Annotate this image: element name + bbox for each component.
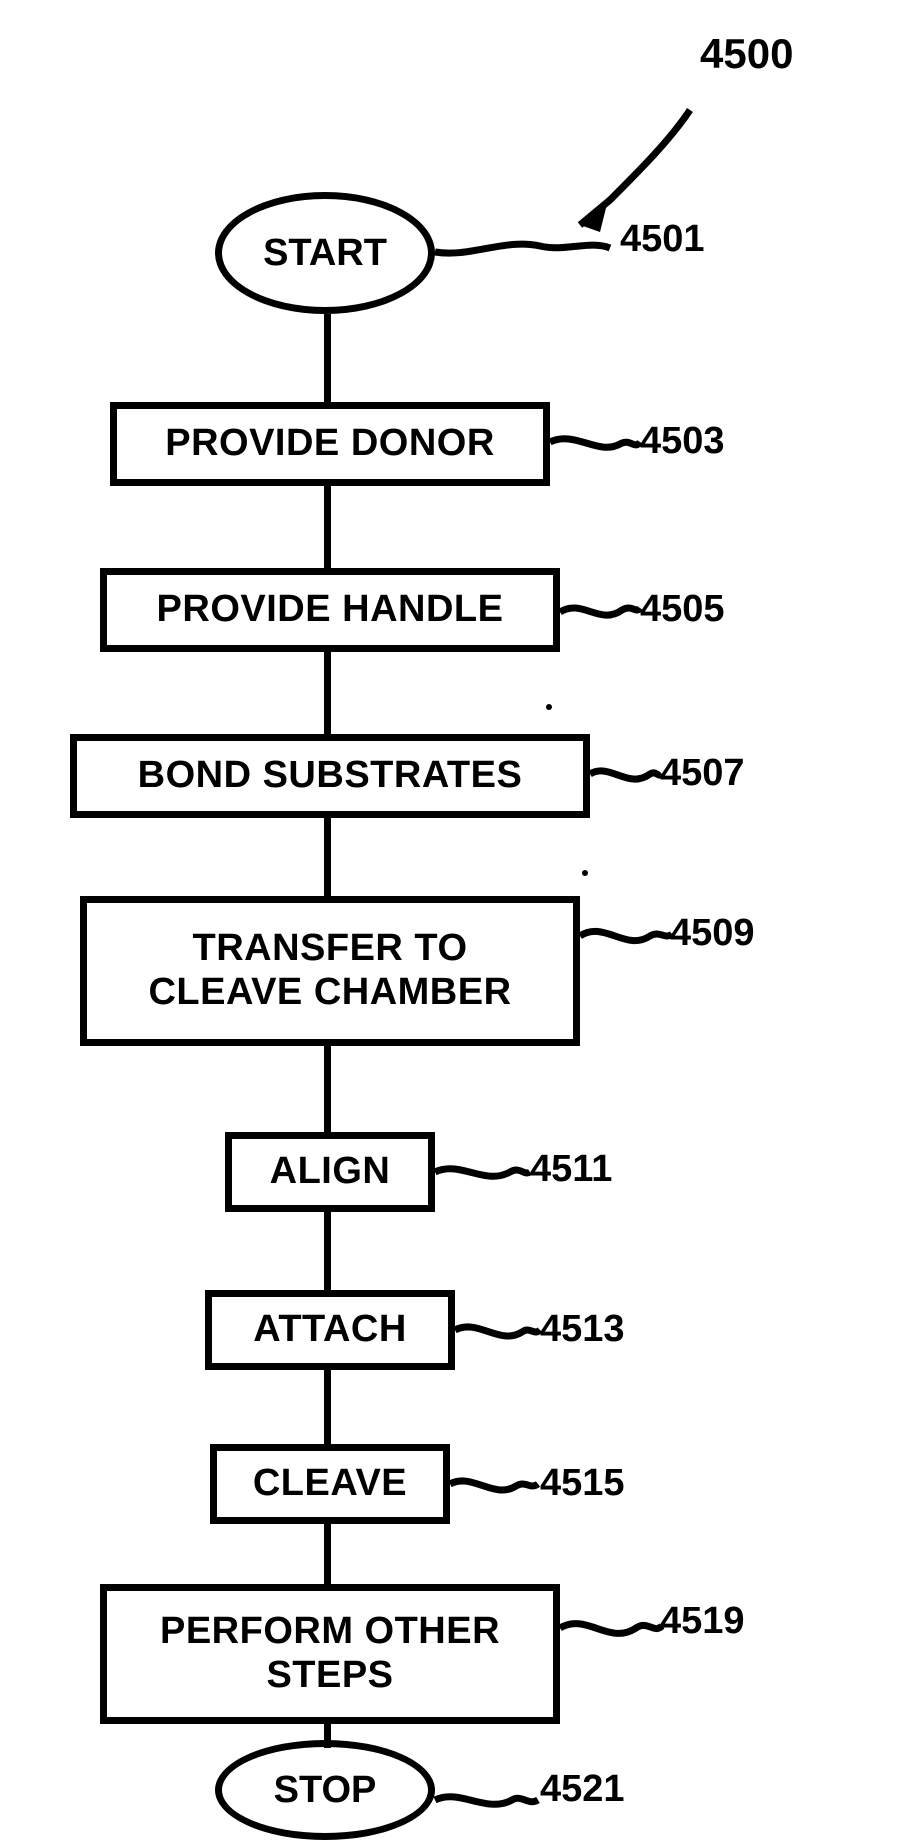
node-perform-other-steps: PERFORM OTHERSTEPS <box>100 1584 560 1724</box>
ref-4507: 4507 <box>660 752 745 795</box>
connector <box>324 1046 331 1132</box>
node-other-label: PERFORM OTHERSTEPS <box>160 1610 500 1697</box>
node-attach: ATTACH <box>205 1290 455 1370</box>
ref-4519: 4519 <box>660 1600 745 1643</box>
connector <box>324 314 331 402</box>
ref-4503: 4503 <box>640 420 725 463</box>
stray-dot <box>546 704 552 710</box>
ref-4500: 4500 <box>700 30 793 78</box>
node-provide-handle: PROVIDE HANDLE <box>100 568 560 652</box>
node-cleave-label: CLEAVE <box>253 1462 407 1506</box>
node-attach-label: ATTACH <box>253 1308 407 1352</box>
connector <box>324 486 331 568</box>
connector <box>324 1212 331 1290</box>
ref-4515: 4515 <box>540 1462 625 1505</box>
node-provide-handle-label: PROVIDE HANDLE <box>157 588 504 632</box>
ref-4509: 4509 <box>670 912 755 955</box>
node-start: START <box>215 192 435 314</box>
connector <box>324 1524 331 1584</box>
node-stop-label: STOP <box>274 1769 377 1812</box>
node-align: ALIGN <box>225 1132 435 1212</box>
node-bond-substrates-label: BOND SUBSTRATES <box>138 754 523 798</box>
node-provide-donor-label: PROVIDE DONOR <box>165 422 495 466</box>
node-stop: STOP <box>215 1740 435 1840</box>
connector <box>324 652 331 734</box>
node-bond-substrates: BOND SUBSTRATES <box>70 734 590 818</box>
connector <box>324 818 331 896</box>
node-provide-donor: PROVIDE DONOR <box>110 402 550 486</box>
ref-4505: 4505 <box>640 588 725 631</box>
node-cleave: CLEAVE <box>210 1444 450 1524</box>
ref-4521: 4521 <box>540 1768 625 1811</box>
node-start-label: START <box>263 232 387 275</box>
ref-4501: 4501 <box>620 218 705 261</box>
connector <box>324 1724 331 1748</box>
ref-4511: 4511 <box>530 1148 612 1191</box>
node-transfer-label: TRANSFER TOCLEAVE CHAMBER <box>148 927 511 1014</box>
stray-dot <box>582 870 588 876</box>
node-align-label: ALIGN <box>270 1150 391 1194</box>
flowchart-canvas: 4500 START PROVIDE DONOR PROVIDE HANDLE … <box>0 0 913 1808</box>
node-transfer-cleave-chamber: TRANSFER TOCLEAVE CHAMBER <box>80 896 580 1046</box>
ref-4513: 4513 <box>540 1308 625 1351</box>
connector <box>324 1370 331 1444</box>
